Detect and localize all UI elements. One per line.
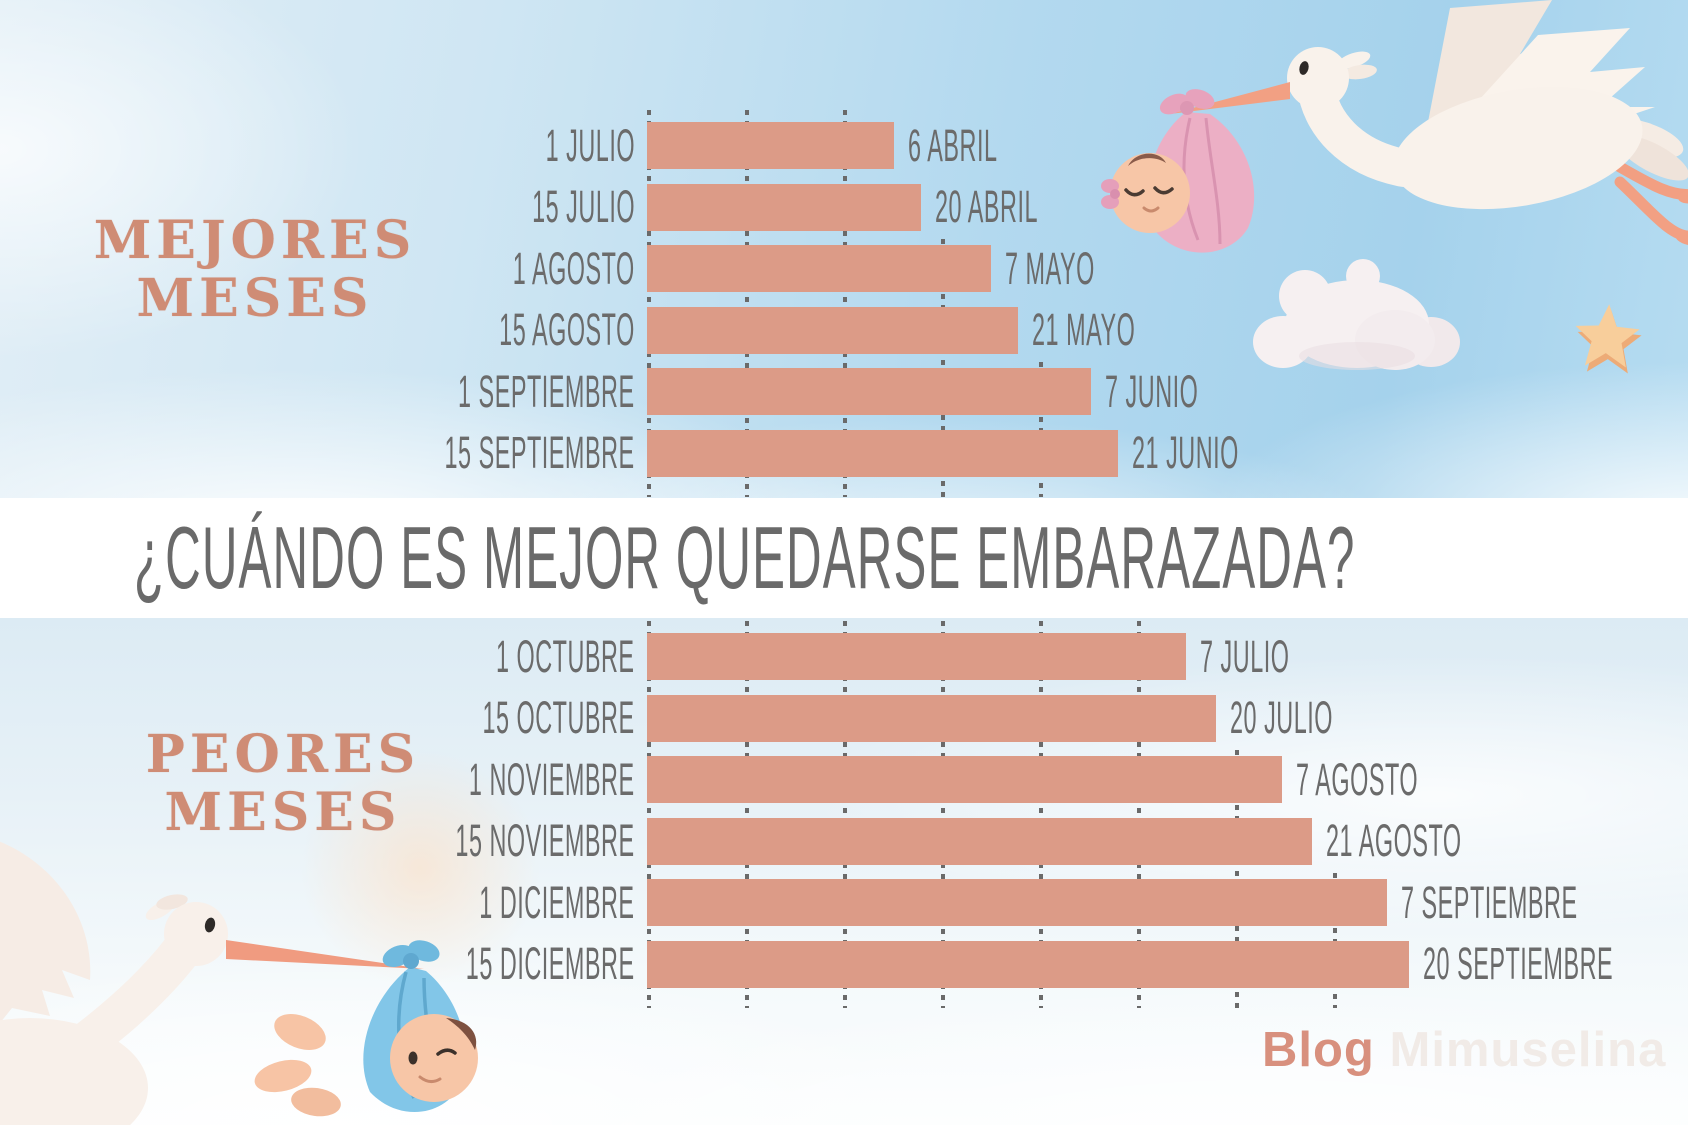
cloud-icon (1253, 259, 1460, 370)
title-band (0, 498, 1688, 618)
heading-line: MESES (136, 268, 374, 330)
page-title-text: ¿CUÁNDO ES MEJOR QUEDARSE EMBARAZADA? (134, 508, 1356, 607)
page-title: ¿CUÁNDO ES MEJOR QUEDARSE EMBARAZADA? (0, 498, 1490, 618)
brand-logo: Blog Mimuselina (1262, 1022, 1666, 1078)
section-heading-mejores: MEJORES MESES (80, 210, 430, 330)
heading-line: MESES (164, 782, 402, 844)
section-heading-peores: PEORES MESES (108, 724, 458, 844)
brand-blog-text: Blog (1262, 1023, 1375, 1077)
brand-name-text: Mimuselina (1389, 1023, 1667, 1077)
heading-line: PEORES (145, 724, 421, 785)
stork-blue-bundle-icon (0, 841, 478, 1125)
star-icon (1575, 304, 1642, 374)
heading-line: MEJORES (93, 210, 417, 271)
stork-pink-bundle-icon (1101, 0, 1688, 253)
